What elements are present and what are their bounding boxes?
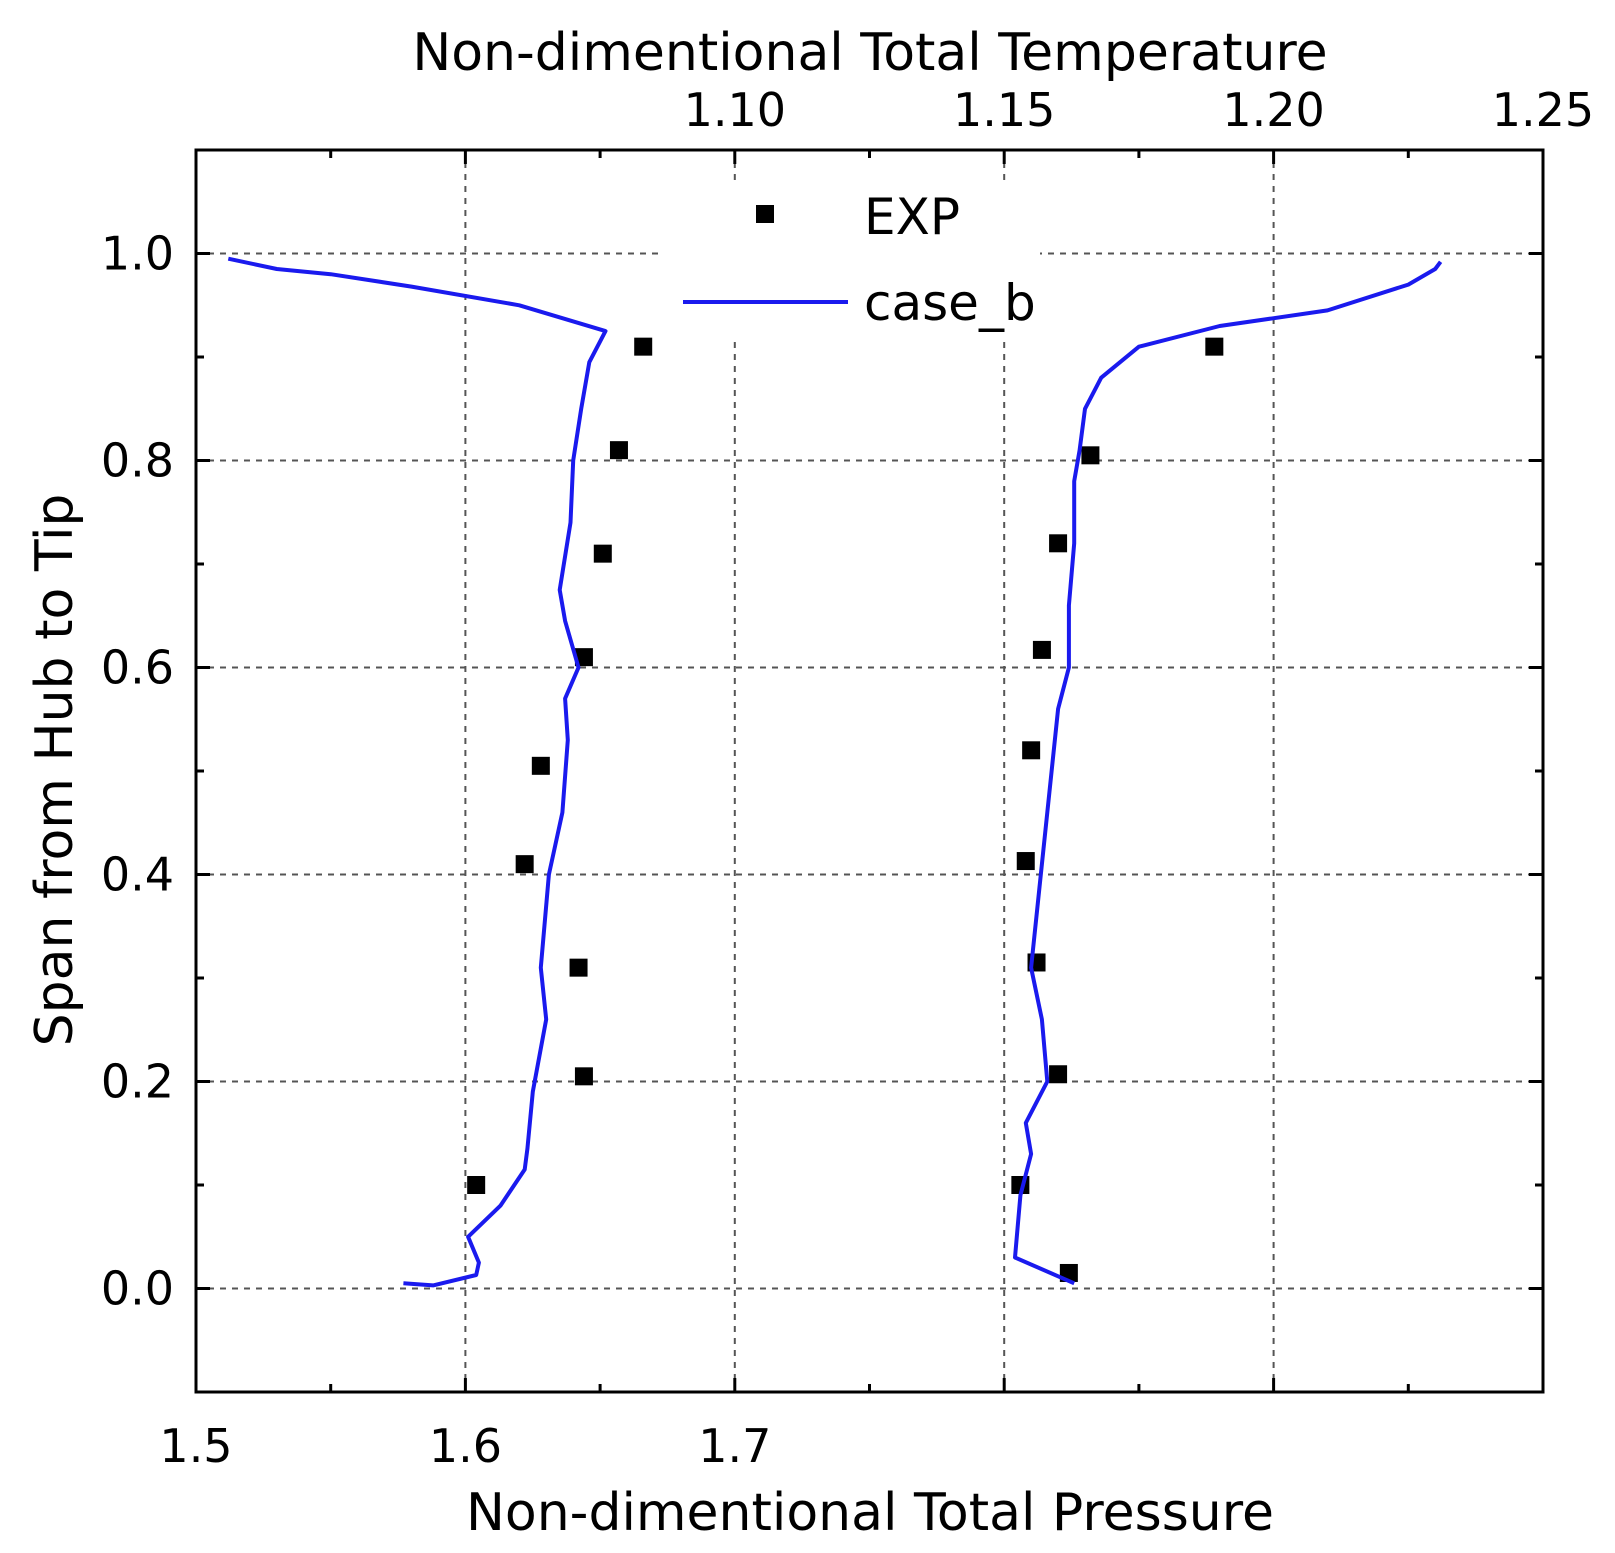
x-tick-label: 1.7 xyxy=(698,1419,771,1473)
exp-point-top xyxy=(1205,337,1224,356)
series-layer xyxy=(227,256,1443,1288)
exp-point-top xyxy=(1049,534,1068,553)
series-line-case-b-bottom xyxy=(227,256,608,1288)
exp-point-bottom xyxy=(569,958,588,977)
legend-exp-label: EXP xyxy=(864,188,960,246)
exp-point-top xyxy=(1016,852,1035,871)
legend-exp-marker xyxy=(756,205,774,223)
bottom-axis-title: Non-dimentional Total Pressure xyxy=(466,1483,1274,1543)
axes-layer xyxy=(194,148,1545,1394)
y-tick-label: 1.0 xyxy=(101,227,174,281)
legend-background xyxy=(660,182,1040,337)
y-tick-label: 0.0 xyxy=(101,1262,174,1316)
exp-point-top xyxy=(1049,1065,1068,1084)
y-tick-label: 0.6 xyxy=(101,641,174,695)
exp-point-bottom xyxy=(634,337,653,356)
x2-tick-label: 1.15 xyxy=(953,83,1055,137)
exp-point-bottom xyxy=(593,544,612,563)
y-tick-label: 0.2 xyxy=(101,1055,174,1109)
legend-case-b-label: case_b xyxy=(864,274,1036,332)
y-axis-title: Span from Hub to Tip xyxy=(25,494,85,1047)
tick-label-layer: 1.5 1.6 1.7 1.10 1.15 1.20 1.25 0.0 0.2 0.4 0.6 0.8… xyxy=(101,83,1594,1473)
exp-point-bottom xyxy=(574,1067,593,1086)
exp-point-bottom xyxy=(515,855,534,874)
legend: EXP case_b xyxy=(660,182,1040,337)
exp-point-top xyxy=(1022,741,1041,760)
y-tick-label: 0.4 xyxy=(101,848,174,902)
exp-point-bottom xyxy=(467,1176,486,1194)
top-axis-title: Non-dimentional Total Temperature xyxy=(412,23,1327,83)
x-tick-label: 1.6 xyxy=(429,1419,502,1473)
exp-point-top xyxy=(1081,446,1100,465)
exp-point-top xyxy=(1032,640,1051,659)
exp-point-bottom xyxy=(609,441,628,460)
x2-tick-label: 1.25 xyxy=(1492,83,1594,137)
series-line-case-b-top xyxy=(1013,260,1443,1286)
exp-point-bottom xyxy=(574,648,593,667)
x2-tick-label: 1.20 xyxy=(1222,83,1324,137)
y-tick-label: 0.8 xyxy=(101,434,174,488)
exp-point-bottom xyxy=(531,756,550,775)
x2-tick-label: 1.10 xyxy=(684,83,786,137)
x-tick-label: 1.5 xyxy=(159,1419,232,1473)
